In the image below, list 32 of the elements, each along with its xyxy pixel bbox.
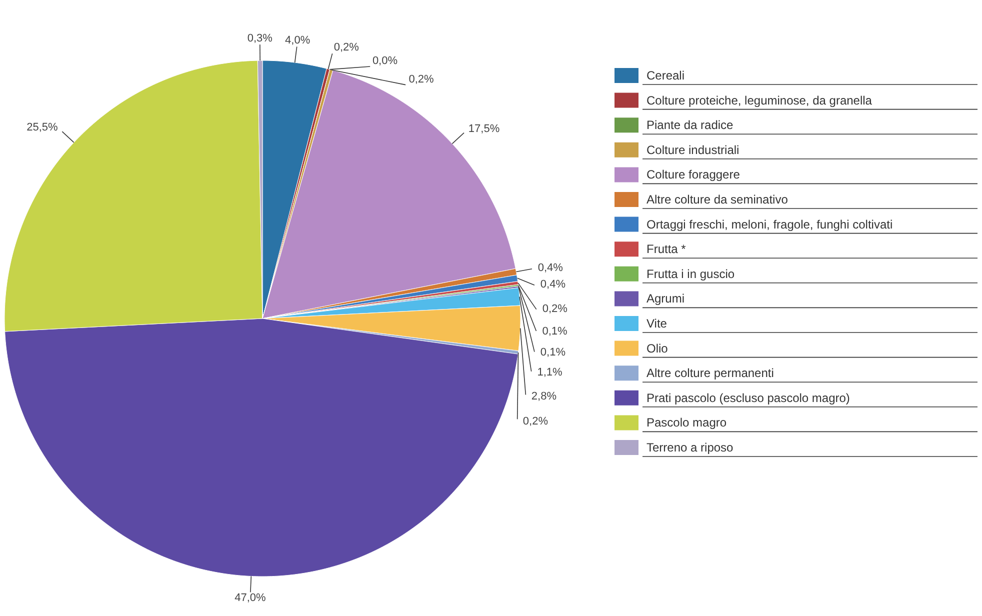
data-label: 0,1% (542, 325, 568, 338)
data-label: 0,2% (334, 42, 360, 54)
data-label: 4,0% (285, 34, 310, 47)
legend-label: Cereali (646, 68, 685, 82)
data-label: 0,2% (522, 415, 548, 428)
data-label: 0,4% (540, 278, 566, 290)
data-label: 17,5% (468, 122, 500, 135)
legend-label: Altre colture da seminativo (646, 192, 788, 206)
data-label: 0,4% (538, 262, 564, 274)
legend-label: Agrumi (646, 292, 685, 306)
legend-label: Altre colture permanenti (646, 366, 774, 380)
legend-label: Pascolo magro (646, 416, 727, 430)
legend-label: Ortaggi freschi, meloni, fragole, funghi coltivati (646, 217, 893, 232)
legend-label: Vite (646, 316, 668, 330)
data-label: 1,1% (537, 366, 563, 379)
legend-label: Prati pascolo (escluso pascolo magro) (646, 390, 850, 405)
data-label: 2,8% (531, 390, 557, 402)
legend-label: Colture proteiche, leguminose, da granella (646, 93, 872, 108)
data-label: 0,2% (542, 303, 568, 316)
legend-label: Piante da radice (646, 118, 734, 132)
text: 0,0% (372, 54, 398, 67)
legend-label: Colture foraggere (646, 168, 740, 182)
legend-label: Olio (646, 341, 668, 356)
data-label: 47,0% (234, 592, 266, 604)
legend-label: Colture industriali (646, 142, 740, 157)
data-label: 0,1% (540, 346, 566, 359)
data-label: 0,3% (247, 32, 273, 45)
legend-label: Frutta * (646, 242, 686, 256)
legend-label: Terreno a riposo (646, 440, 734, 454)
data-label: 0,2% (408, 74, 434, 86)
data-label: 25,5% (26, 121, 58, 134)
legend-label: Frutta i in guscio (646, 266, 735, 281)
